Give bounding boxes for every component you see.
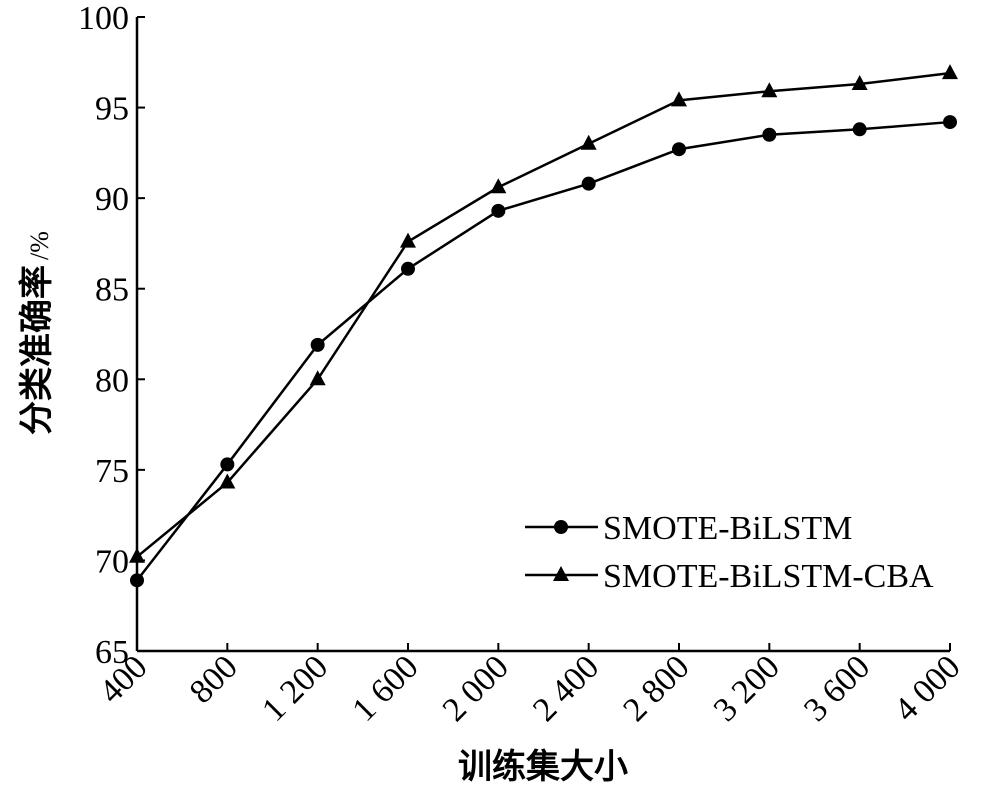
y-tick-label: 90 <box>95 181 129 218</box>
data-point-triangle <box>942 64 958 80</box>
y-tick-label: 65 <box>95 634 129 671</box>
y-tick-label: 70 <box>95 543 129 580</box>
series-line-0 <box>136 120 951 582</box>
data-point-circle <box>491 203 506 218</box>
data-point-circle <box>130 573 144 588</box>
x-axis: 400 800 1 200 1 600 2 000 2 400 2 800 3 200 3 60… <box>92 643 968 729</box>
data-point-circle <box>943 115 957 130</box>
data-point-triangle <box>761 82 778 98</box>
data-point-triangle <box>309 370 326 386</box>
data-point-triangle <box>580 134 597 150</box>
x-tick-label: 2 000 <box>436 648 516 728</box>
x-tick-label: 4 000 <box>887 648 967 728</box>
y-axis: 65 70 75 80 85 90 95 100 <box>78 0 145 671</box>
y-axis-label: 分类准确率 <box>17 265 57 435</box>
y-tick-label: 85 <box>95 272 129 309</box>
legend-item-0: SMOTE-BiLSTM <box>525 510 852 547</box>
series-line-1 <box>136 71 951 558</box>
legend-label-0: SMOTE-BiLSTM <box>603 510 852 547</box>
y-axis-unit: /% <box>25 231 54 260</box>
x-axis-title: 训练集大小 <box>458 747 628 787</box>
series-layer <box>129 64 958 588</box>
data-point-triangle <box>129 547 145 563</box>
y-tick-label: 100 <box>78 0 129 37</box>
data-point-circle <box>310 337 325 352</box>
legend-item-1: SMOTE-BiLSTM-CBA <box>525 558 934 595</box>
data-point-triangle <box>671 91 687 107</box>
y-tick-label: 80 <box>95 362 129 399</box>
series-0 <box>130 115 957 588</box>
data-point-circle <box>672 142 686 157</box>
data-point-triangle <box>219 473 236 489</box>
data-point-triangle <box>490 178 507 194</box>
data-point-circle <box>762 127 777 142</box>
legend-marker-circle <box>554 520 568 534</box>
legend: SMOTE-BiLSTM SMOTE-BiLSTM-CBA <box>525 510 934 595</box>
x-tick-label: 2 400 <box>526 648 606 728</box>
x-tick-label: 1 200 <box>255 648 335 728</box>
data-point-circle <box>852 122 867 137</box>
data-point-triangle <box>851 75 868 91</box>
data-point-triangle <box>400 232 416 248</box>
data-point-circle <box>401 261 415 276</box>
x-tick-label: 3 600 <box>797 648 877 728</box>
legend-marker-triangle <box>553 566 569 581</box>
x-tick-label: 3 200 <box>707 648 787 728</box>
y-axis-title: 分类准确率 /% <box>17 231 57 435</box>
data-point-circle <box>581 176 596 191</box>
x-tick-label: 800 <box>183 648 245 710</box>
series-1 <box>129 64 958 563</box>
data-point-circle <box>220 457 235 472</box>
plot-area <box>135 17 950 653</box>
y-tick-label: 75 <box>95 453 129 490</box>
legend-label-1: SMOTE-BiLSTM-CBA <box>603 558 934 595</box>
y-tick-label: 95 <box>95 91 129 128</box>
x-tick-label: 1 600 <box>345 648 425 728</box>
x-tick-label: 2 800 <box>616 648 696 728</box>
